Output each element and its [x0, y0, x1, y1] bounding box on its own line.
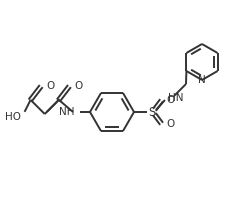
Text: O: O — [166, 119, 174, 129]
Text: NH: NH — [60, 107, 75, 117]
Text: N: N — [198, 75, 206, 85]
Text: O: O — [46, 81, 55, 91]
Text: O: O — [166, 95, 174, 105]
Text: S: S — [148, 105, 156, 119]
Text: O: O — [75, 81, 83, 91]
Text: HO: HO — [5, 112, 21, 122]
Text: HN: HN — [168, 93, 183, 103]
